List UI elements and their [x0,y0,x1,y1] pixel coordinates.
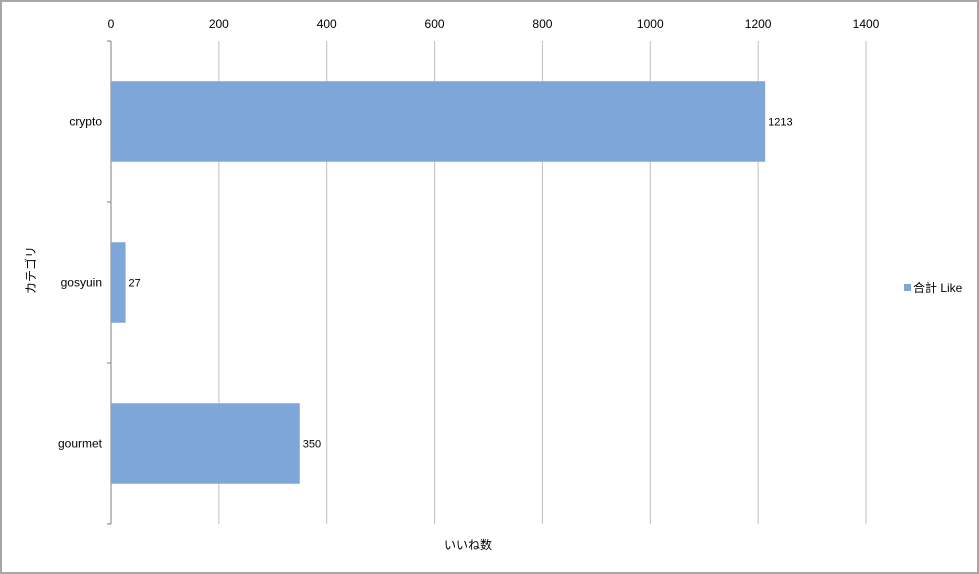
x-tick-label-1000: 1000 [637,17,664,31]
data-label-gourmet: 350 [303,439,321,451]
data-label-crypto: 1213 [768,117,792,129]
category-label-gourmet: gourmet [58,437,103,451]
x-tick-label-1400: 1400 [853,17,880,31]
x-tick-label-800: 800 [532,17,552,31]
y-axis-title: カテゴリ [23,246,38,294]
bar-gourmet [111,403,300,484]
legend-swatch [904,284,911,291]
legend-label: 合計 Like [913,280,963,295]
category-label-crypto: crypto [69,115,102,129]
x-tick-label-400: 400 [317,17,337,31]
labels: 0 200 400 600 800 1000 1200 1400 crypto 1213 gosyu… [58,17,880,451]
bars [111,81,766,484]
category-label-gosyuin: gosyuin [61,276,102,290]
x-tick-label-200: 200 [209,17,229,31]
x-tick-label-0: 0 [108,17,115,31]
axes [107,40,112,525]
bar-gosyuin [111,242,126,323]
x-axis-title: いいね数 [444,537,492,552]
bar-crypto [111,81,766,162]
data-label-gosyuin: 27 [129,278,141,290]
legend: 合計 Like [904,280,963,295]
x-tick-label-1200: 1200 [745,17,772,31]
x-tick-label-600: 600 [425,17,445,31]
